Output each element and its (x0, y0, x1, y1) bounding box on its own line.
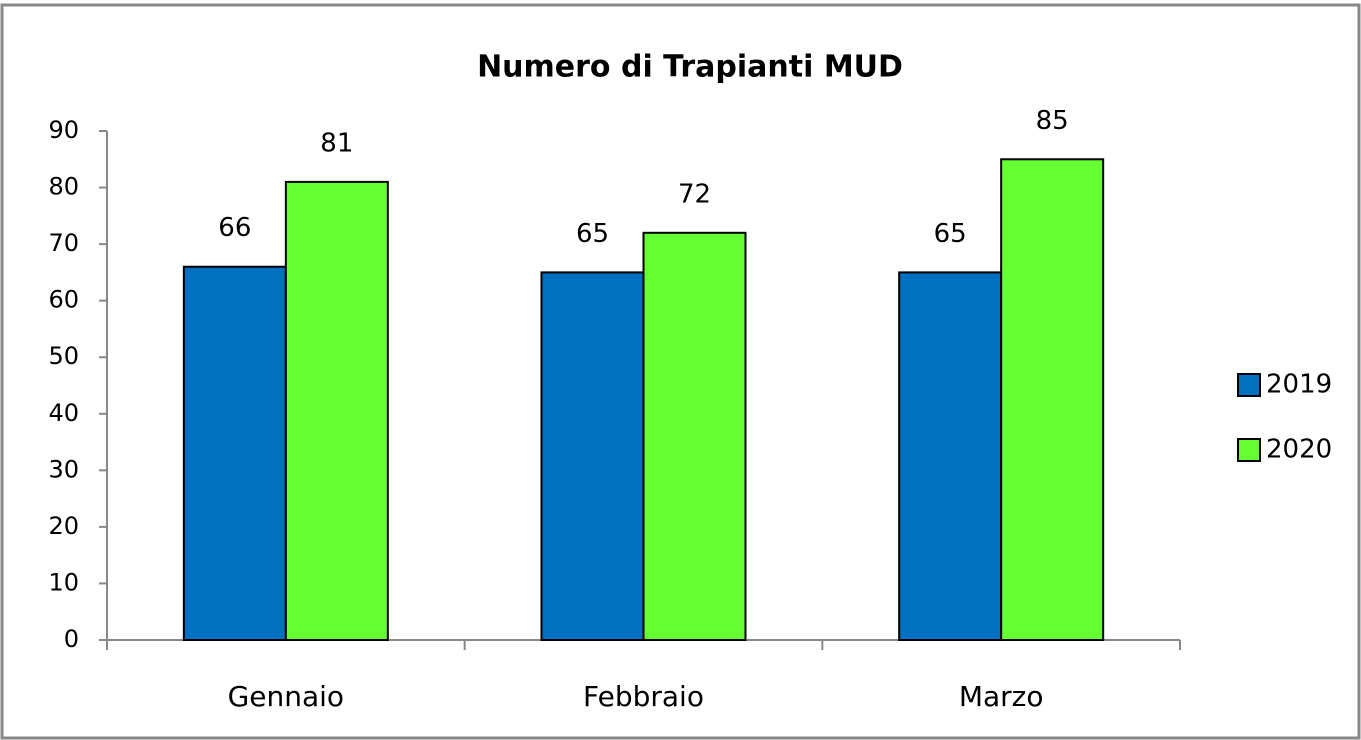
data-label: 65 (576, 219, 609, 249)
y-tick-label: 80 (48, 173, 79, 201)
bar (540, 271, 645, 641)
y-tick-label: 40 (48, 399, 79, 427)
bar (284, 180, 389, 641)
bar (898, 271, 1003, 641)
x-tick-label: Marzo (959, 680, 1044, 713)
x-tick-label: Febbraio (583, 680, 704, 713)
y-tick-label: 90 (48, 116, 79, 144)
y-tick-label: 20 (48, 512, 79, 540)
y-tick-label: 50 (48, 342, 79, 370)
legend-label: 2020 (1266, 435, 1332, 465)
data-label: 72 (678, 179, 711, 209)
legend-swatch (1237, 373, 1261, 397)
data-label: 81 (320, 128, 353, 158)
y-tick-label: 10 (48, 568, 79, 596)
bar (182, 265, 287, 641)
y-tick-label: 60 (48, 286, 79, 314)
x-tick-label: Gennaio (228, 680, 344, 713)
chart-title: Numero di Trapianti MUD (477, 50, 903, 85)
bar (642, 231, 747, 642)
data-label: 65 (934, 219, 967, 249)
data-label: 85 (1036, 106, 1069, 136)
legend-label: 2019 (1266, 370, 1332, 400)
y-tick-label: 70 (48, 229, 79, 257)
bar (1000, 158, 1105, 641)
y-tick-label: 30 (48, 455, 79, 483)
data-label: 66 (218, 213, 251, 243)
legend-swatch (1237, 438, 1261, 462)
y-tick-label: 0 (64, 625, 79, 653)
